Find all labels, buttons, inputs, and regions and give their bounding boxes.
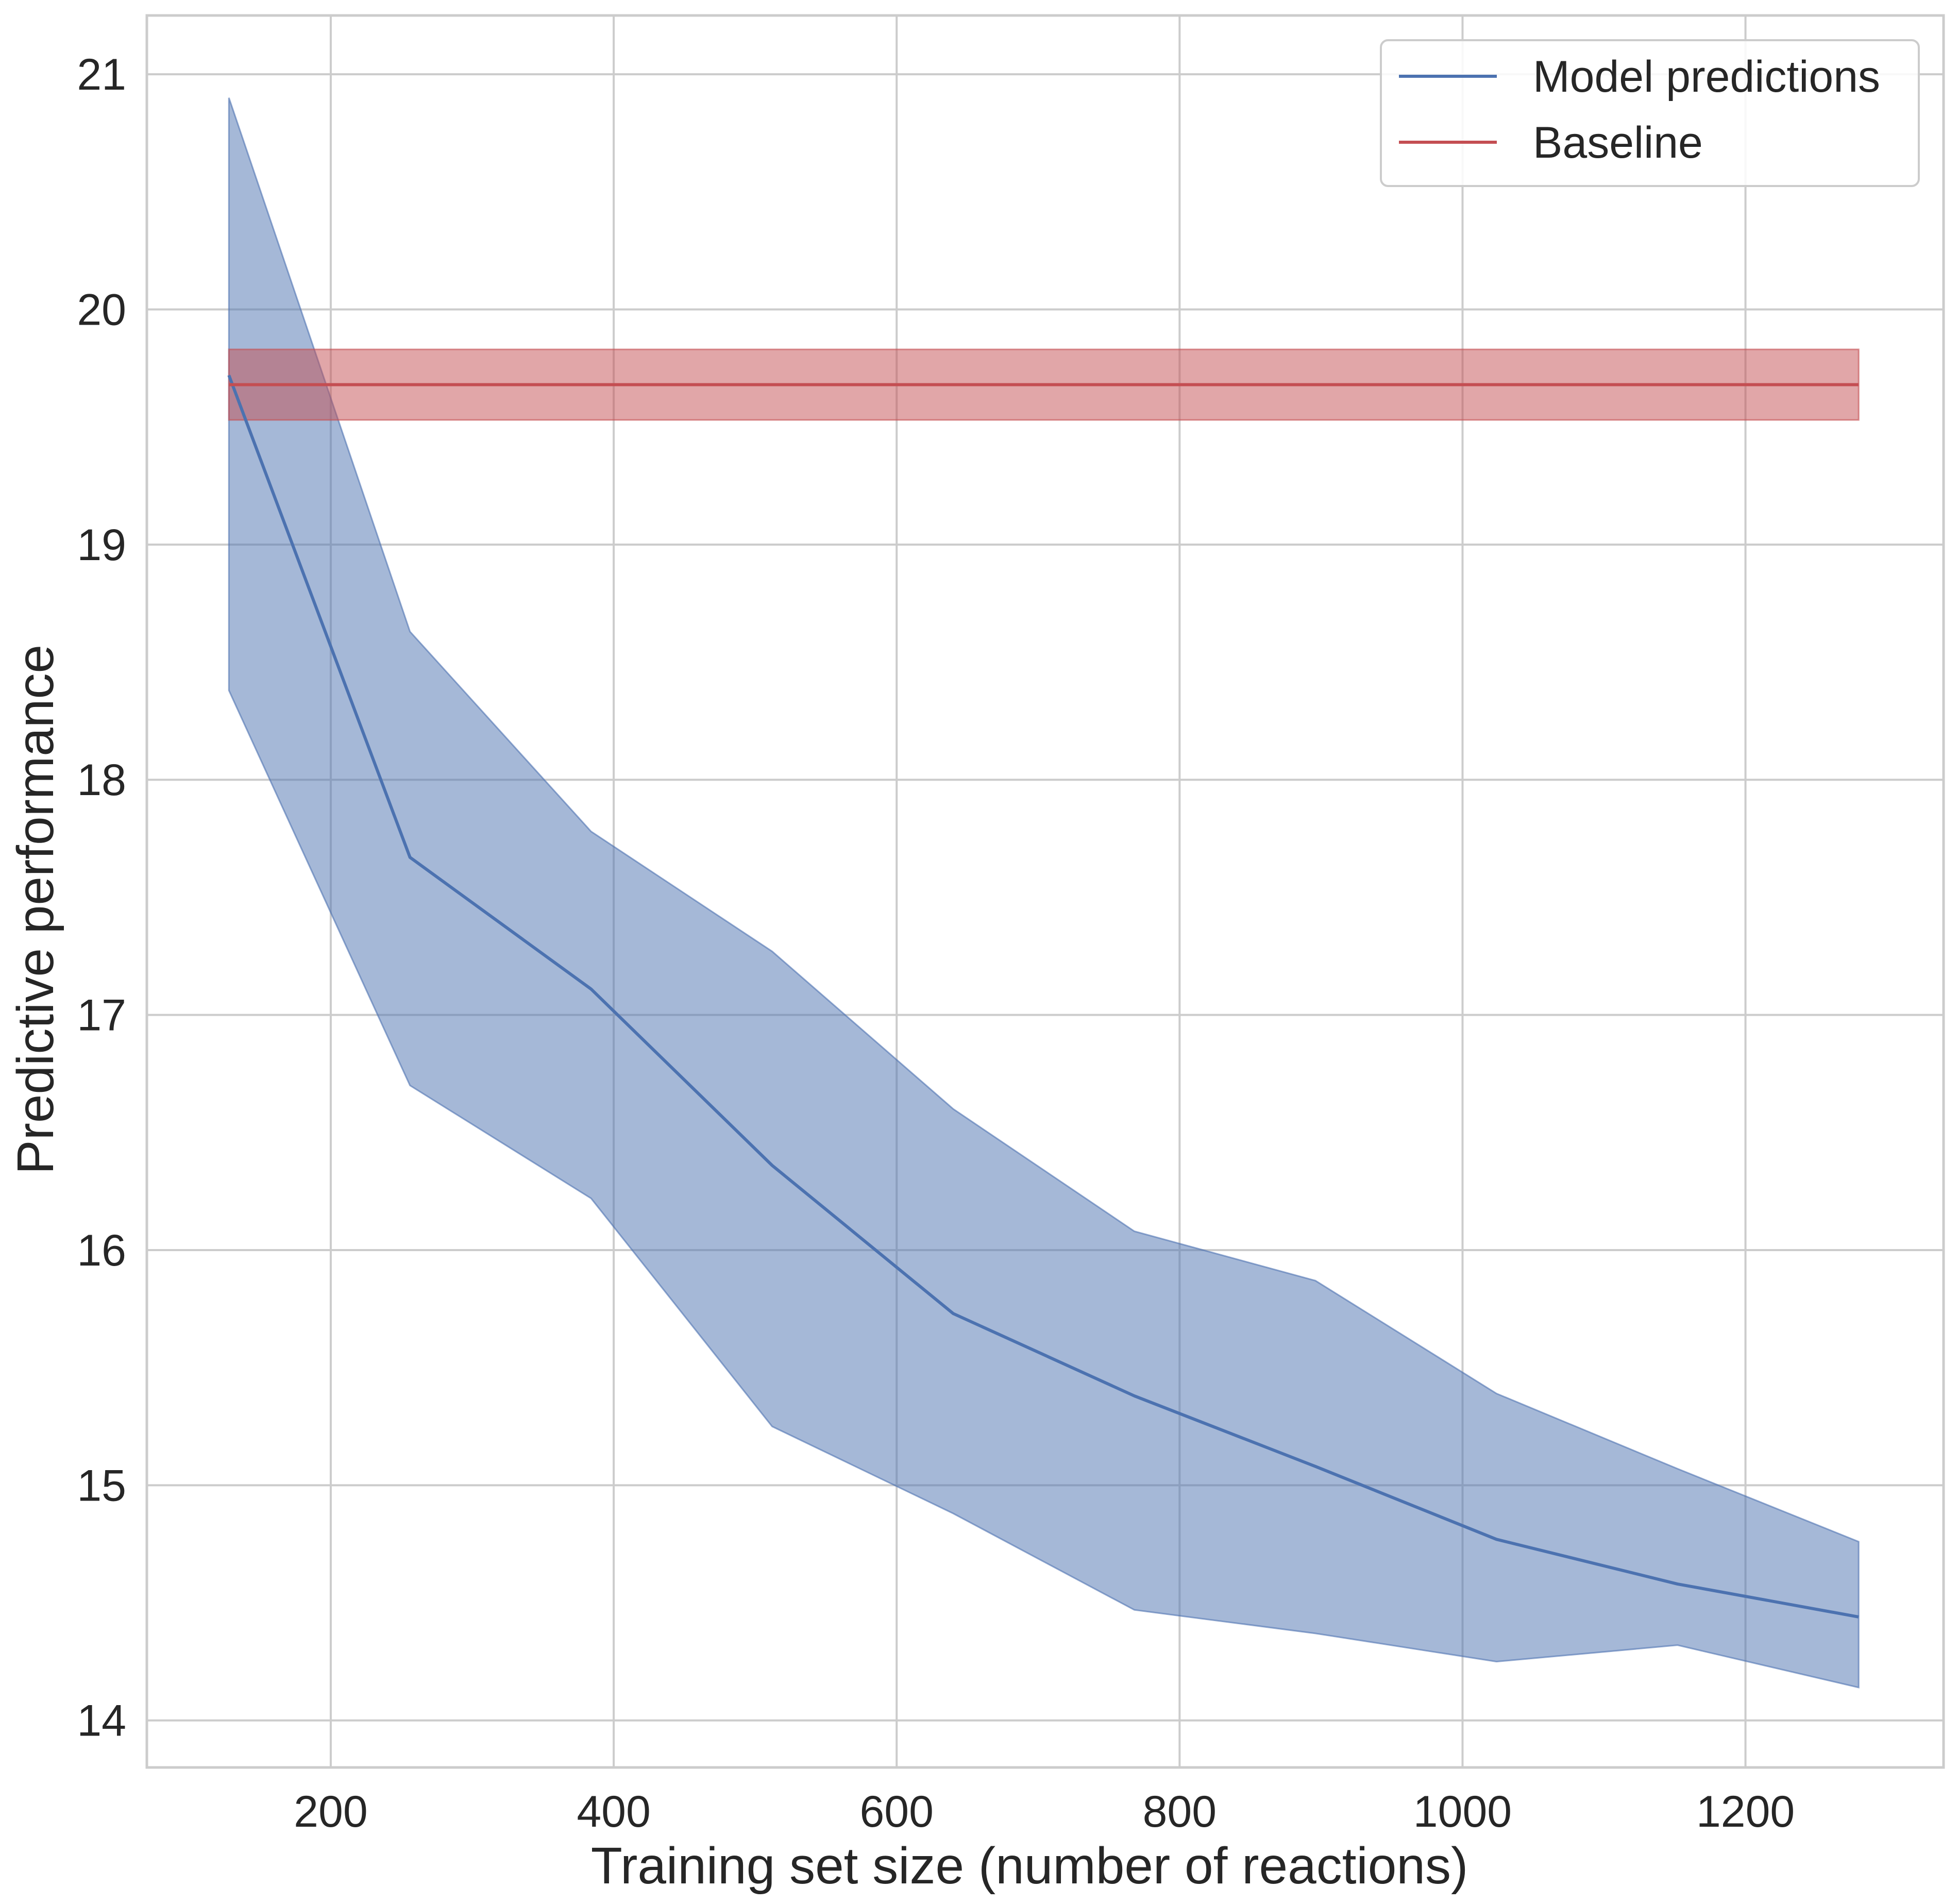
x-axis-label: Training set size (number of reactions) <box>591 1837 1468 1895</box>
legend-label-baseline: Baseline <box>1533 118 1703 167</box>
x-tick-label: 600 <box>859 1787 934 1836</box>
x-tick-label: 1200 <box>1696 1787 1795 1836</box>
y-tick-label: 14 <box>77 1696 126 1746</box>
series-lines <box>227 375 1859 1619</box>
plot-frame <box>145 14 1945 1769</box>
y-tick-label: 16 <box>77 1226 126 1275</box>
y-tick-label: 19 <box>77 520 126 570</box>
x-tick-label: 800 <box>1143 1787 1217 1836</box>
y-tick-label: 20 <box>77 285 126 334</box>
model-predictions-line <box>227 375 1859 1619</box>
x-tick-labels: 200 400 600 800 1000 1200 <box>294 1787 1795 1836</box>
y-tick-labels: 14 15 16 17 18 19 20 21 <box>77 50 126 1746</box>
y-tick-label: 18 <box>77 755 126 805</box>
y-tick-label: 15 <box>77 1461 126 1510</box>
x-tick-label: 1000 <box>1413 1787 1512 1836</box>
legend: Model predictions Baseline <box>1380 39 1920 187</box>
model-predictions-band <box>228 97 1860 1689</box>
y-axis-label: Predictive performance <box>7 645 64 1174</box>
x-tick-label: 400 <box>577 1787 651 1836</box>
y-tick-label: 17 <box>77 991 126 1040</box>
grid-lines <box>147 15 1944 1767</box>
x-tick-label: 200 <box>294 1787 368 1836</box>
legend-box <box>1380 39 1920 187</box>
y-tick-label: 21 <box>77 50 126 99</box>
legend-label-model-predictions: Model predictions <box>1533 52 1880 102</box>
